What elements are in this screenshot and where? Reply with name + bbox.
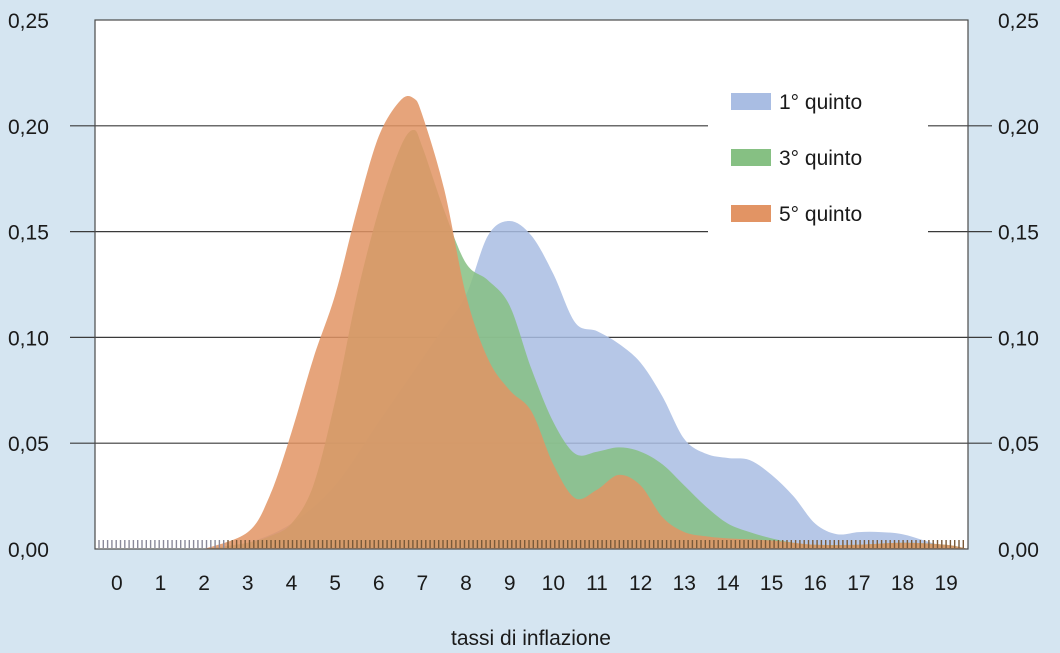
y-tick-right-5: 0,25 bbox=[998, 10, 1039, 33]
x-tick-14: 14 bbox=[716, 572, 740, 595]
y-tick-right-1: 0,05 bbox=[998, 433, 1039, 456]
x-tick-19: 19 bbox=[934, 572, 957, 595]
y-tick-left-0: 0,00 bbox=[8, 539, 49, 562]
x-tick-3: 3 bbox=[242, 572, 254, 595]
x-tick-10: 10 bbox=[542, 572, 565, 595]
x-tick-5: 5 bbox=[329, 572, 341, 595]
legend-label-2: 3° quinto bbox=[779, 147, 862, 170]
x-tick-0: 0 bbox=[111, 572, 123, 595]
density-areas bbox=[204, 96, 969, 550]
x-tick-9: 9 bbox=[504, 572, 516, 595]
y-tick-right-3: 0,15 bbox=[998, 222, 1039, 245]
x-tick-7: 7 bbox=[417, 572, 429, 595]
x-tick-11: 11 bbox=[586, 572, 608, 595]
x-tick-16: 16 bbox=[804, 572, 827, 595]
x-tick-18: 18 bbox=[891, 572, 914, 595]
legend-label-3: 5° quinto bbox=[779, 203, 862, 226]
x-axis-ticks: 0 1 2 3 4 5 6 7 8 9 10 11 12 13 14 15 16 17 18 19 bbox=[111, 572, 958, 595]
rug-marks bbox=[98, 540, 964, 548]
y-tick-left-2: 0,10 bbox=[8, 327, 49, 350]
legend-swatch-3 bbox=[731, 205, 771, 222]
x-tick-6: 6 bbox=[373, 572, 385, 595]
legend-swatch-1 bbox=[731, 93, 771, 110]
area-series-3 bbox=[204, 96, 969, 550]
x-tick-12: 12 bbox=[629, 572, 652, 595]
y-tick-right-2: 0,10 bbox=[998, 327, 1039, 350]
legend-label-1: 1° quinto bbox=[779, 91, 862, 114]
y-tick-right-4: 0,20 bbox=[998, 116, 1039, 139]
y-tick-left-3: 0,15 bbox=[8, 222, 49, 245]
x-axis-label: tassi di inflazione bbox=[451, 627, 611, 650]
y-tick-right-0: 0,00 bbox=[998, 539, 1039, 562]
y-tick-left-4: 0,20 bbox=[8, 116, 49, 139]
legend-swatch-2 bbox=[731, 149, 771, 166]
y-axis-ticks: 0,00 0,00 0,05 0,05 0,10 0,10 0,15 0,15 0,20 0,20… bbox=[8, 10, 1039, 562]
plot-frame bbox=[94, 19, 969, 550]
x-tick-17: 17 bbox=[847, 572, 870, 595]
y-tick-left-1: 0,05 bbox=[8, 433, 49, 456]
x-tick-4: 4 bbox=[286, 572, 298, 595]
y-tick-left-5: 0,25 bbox=[8, 10, 49, 33]
x-tick-13: 13 bbox=[673, 572, 696, 595]
x-tick-1: 1 bbox=[155, 572, 167, 595]
x-tick-15: 15 bbox=[760, 572, 783, 595]
legend: 1° quinto 3° quinto 5° quinto bbox=[708, 72, 928, 247]
x-tick-8: 8 bbox=[460, 572, 472, 595]
x-tick-2: 2 bbox=[198, 572, 210, 595]
